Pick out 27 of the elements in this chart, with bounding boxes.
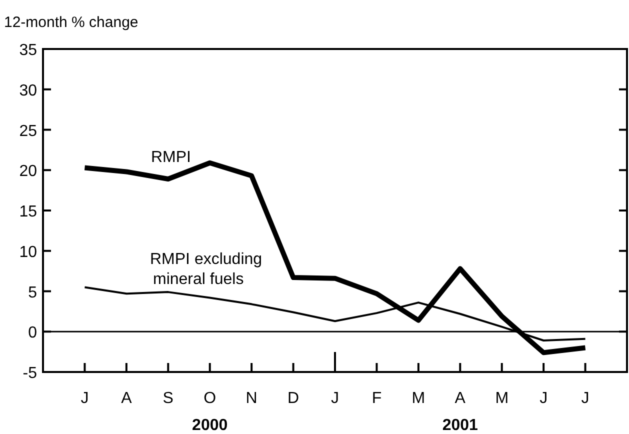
y-tick-label: 5: [28, 284, 38, 302]
x-tick-label: J: [581, 390, 590, 407]
x-tick-label: M: [495, 390, 509, 407]
x-tick-label: M: [412, 390, 426, 407]
x-tick-label: A: [121, 390, 132, 407]
y-tick-label: 30: [19, 82, 38, 100]
x-tick-label: A: [454, 390, 466, 407]
y-tick-label: 0: [28, 324, 38, 342]
y-tick-label: -5: [22, 365, 38, 382]
x-tick-label: O: [204, 390, 216, 407]
x-tick-label: J: [540, 390, 548, 407]
x-tick-label: J: [80, 390, 89, 407]
y-tick-label: 25: [19, 122, 38, 140]
series-label: RMPI: [151, 149, 191, 166]
text: 2001: [442, 417, 478, 434]
y-tick-label: 10: [19, 244, 38, 261]
y-tick-label: 35: [19, 42, 38, 59]
x-tick-label: J: [331, 390, 339, 407]
x-tick-label: N: [246, 390, 258, 407]
x-tick-label: S: [162, 390, 174, 407]
y-tick-label: 15: [19, 204, 38, 220]
text: 2000: [192, 417, 228, 434]
y-axis-title: 12-month % change: [4, 14, 138, 31]
x-tick-label: F: [372, 390, 382, 407]
x-tick-label: D: [288, 390, 300, 407]
series-label: RMPI excluding mineral fuels: [150, 251, 262, 288]
y-tick-label: 20: [19, 163, 38, 180]
